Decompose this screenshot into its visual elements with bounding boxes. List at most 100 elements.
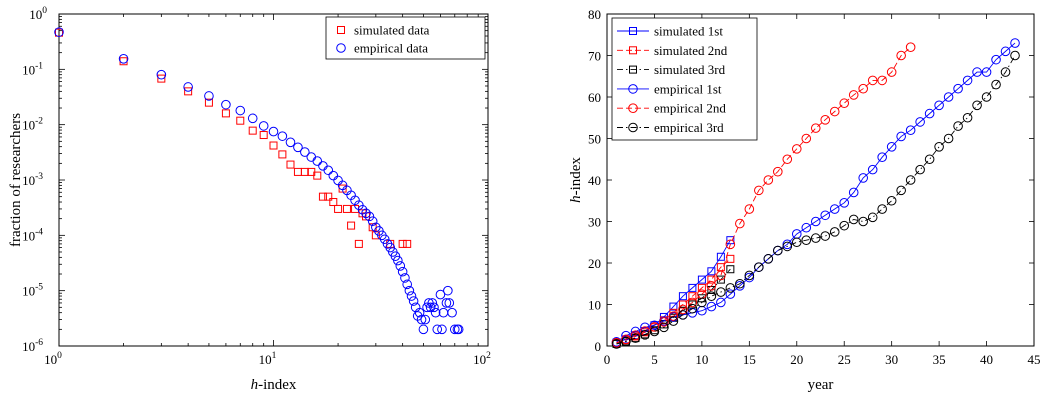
legend-label: simulated data [354,23,430,38]
y-tick-label: 50 [588,132,601,147]
x-axis-label: h-index [251,377,297,393]
point-empirical-1st [924,108,935,119]
point-empirical-3rd [820,231,831,241]
left-chart: 100 101 102 100 10-1 10-2 10-3 10-4 10-5 10-6 h-in… [8,6,491,393]
point-empirical-3rd [678,310,688,320]
x-axis-label: year [808,377,834,393]
point-empirical-3rd [953,121,963,131]
empirical-point [437,324,447,335]
empirical-point [393,255,403,266]
empirical-point [418,324,429,335]
y-tick-label: 80 [588,7,601,22]
point-simulated-2nd [707,275,716,284]
legend: simulated data empirical data [325,16,486,60]
point-empirical-2nd [735,218,745,229]
simulated-point [403,239,412,248]
point-empirical-1st [934,100,944,111]
point-empirical-2nd [725,239,736,250]
point-empirical-1st [1010,38,1020,48]
point-empirical-1st [1000,46,1011,57]
empirical-point [156,69,167,80]
point-empirical-2nd [687,297,698,308]
simulated-point [398,239,407,248]
simulated-point [342,204,351,213]
empirical-point [333,175,343,186]
point-empirical-3rd [991,79,1001,90]
y-tick-label: 70 [588,49,601,64]
empirical-point [118,54,129,64]
empirical-point [400,273,410,283]
point-empirical-3rd [839,220,850,231]
series-empirical-3rd [611,50,1020,349]
y-tick-label: 0 [595,339,602,354]
series-line-empirical-3rd [616,55,1016,345]
point-empirical-1st [706,301,717,312]
point-simulated-3rd [726,265,735,274]
point-empirical-2nd [858,83,869,94]
empirical-point [430,307,441,318]
point-empirical-3rd [735,278,745,289]
point-empirical-2nd [668,311,679,321]
point-empirical-2nd [886,67,897,77]
point-empirical-2nd [801,133,812,144]
point-empirical-3rd [782,241,793,252]
point-empirical-3rd [668,316,679,326]
empirical-point [427,298,438,308]
point-empirical-2nd [820,115,831,125]
simulated-point [334,204,343,213]
point-empirical-1st [953,83,963,94]
simulated-point [119,57,128,66]
x-tick-label: 30 [885,352,898,367]
point-empirical-1st [839,198,850,208]
point-empirical-1st [972,67,982,77]
point-empirical-3rd [754,262,764,272]
point-empirical-3rd [934,142,944,152]
series-line-empirical-2nd [616,46,911,344]
point-empirical-3rd [924,154,935,165]
y-tick-label: 10-4 [22,227,43,243]
point-empirical-2nd [848,90,859,100]
point-empirical-3rd [687,303,698,314]
empirical-point [318,161,328,171]
point-simulated-2nd [688,292,697,301]
legend-box [325,16,486,60]
point-simulated-2nd [726,254,735,263]
simulated-point [248,126,257,135]
x-tick-label: 10 [695,352,708,367]
point-empirical-2nd [716,270,726,281]
simulated-point [259,131,268,140]
point-empirical-3rd [611,339,622,349]
point-empirical-3rd [763,254,774,264]
x-tick-label: 45 [1028,352,1041,367]
point-empirical-2nd [839,98,850,109]
x-tick-label: 0 [604,352,611,367]
y-tick-label: 20 [588,256,601,271]
x-tick-label: 35 [933,352,946,367]
empirical-point [328,170,339,181]
point-empirical-3rd [630,333,641,343]
point-empirical-1st [886,142,897,152]
x-tick-label: 25 [838,352,851,367]
simulated-point [354,239,363,248]
point-simulated-1st [678,292,687,301]
simulated-point [278,150,287,159]
x-tick-label: 5 [651,352,658,367]
point-empirical-1st [858,173,869,183]
empirical-point [357,204,368,215]
empirical-point [367,216,378,227]
point-empirical-3rd [801,235,812,245]
empirical-point [204,91,214,101]
empirical-point [183,82,193,92]
point-empirical-3rd [829,227,840,237]
empirical-point [453,324,464,335]
empirical-point [379,234,390,245]
point-empirical-2nd [744,204,755,214]
simulated-point [286,160,295,169]
point-empirical-1st [867,164,878,175]
point-empirical-3rd [981,92,992,102]
point-empirical-3rd [649,326,660,337]
empirical-point [277,131,288,141]
simulated-point [324,192,333,201]
plot-frame [58,13,489,347]
